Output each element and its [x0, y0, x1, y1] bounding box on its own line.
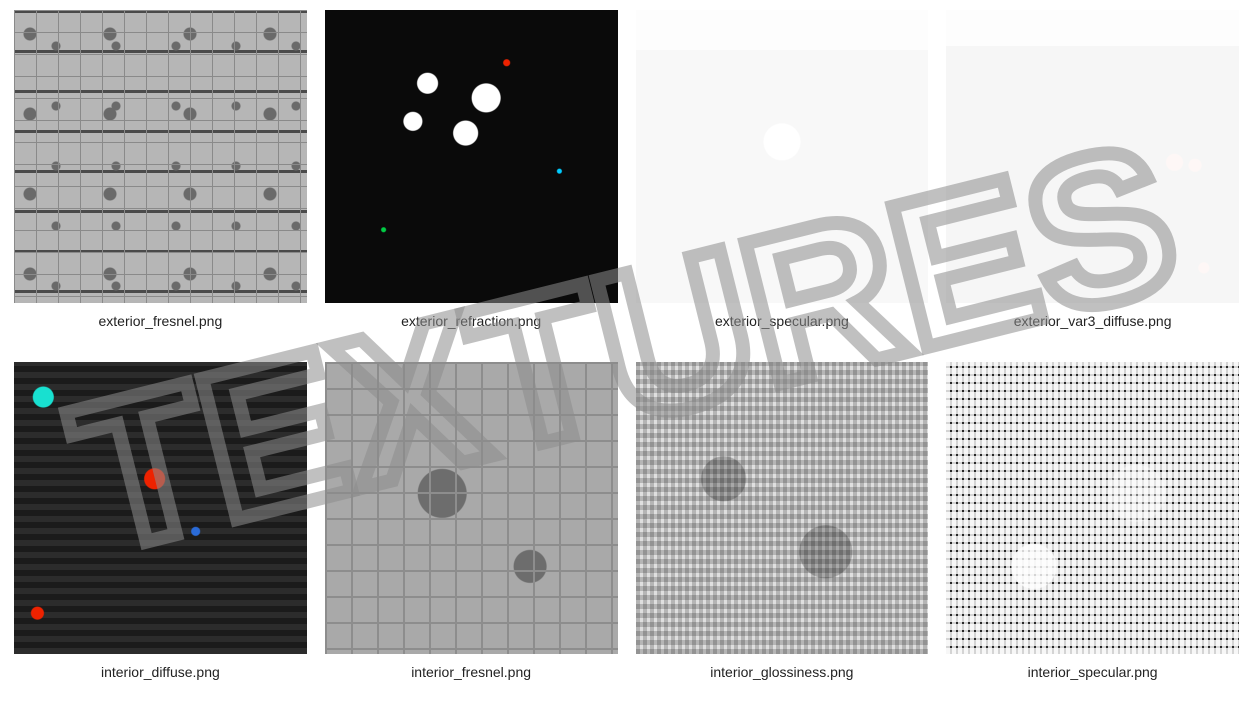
thumbnail-caption: interior_fresnel.png [411, 664, 531, 680]
thumbnail-cell-exterior-var3-diffuse[interactable]: exterior_var3_diffuse.png [946, 10, 1239, 344]
thumbnail-caption: exterior_refraction.png [401, 313, 541, 329]
thumbnail-cell-exterior-fresnel[interactable]: exterior_fresnel.png [14, 10, 307, 344]
thumbnail-cell-interior-glossiness[interactable]: interior_glossiness.png [636, 362, 929, 696]
thumbnail-cell-exterior-specular[interactable]: exterior_specular.png [636, 10, 929, 344]
texture-thumbnail[interactable] [14, 10, 307, 303]
thumbnail-caption: exterior_fresnel.png [99, 313, 223, 329]
thumbnail-grid: exterior_fresnel.png exterior_refraction… [0, 0, 1253, 705]
thumbnail-caption: exterior_specular.png [715, 313, 849, 329]
thumbnail-cell-interior-specular[interactable]: interior_specular.png [946, 362, 1239, 696]
thumbnail-cell-interior-fresnel[interactable]: interior_fresnel.png [325, 362, 618, 696]
thumbnail-caption: exterior_var3_diffuse.png [1014, 313, 1172, 329]
texture-thumbnail[interactable] [636, 362, 929, 655]
texture-thumbnail[interactable] [946, 362, 1239, 655]
texture-thumbnail[interactable] [636, 10, 929, 303]
texture-thumbnail[interactable] [325, 10, 618, 303]
thumbnail-caption: interior_specular.png [1028, 664, 1158, 680]
thumbnail-caption: interior_diffuse.png [101, 664, 220, 680]
texture-thumbnail[interactable] [946, 10, 1239, 303]
texture-thumbnail[interactable] [14, 362, 307, 655]
thumbnail-caption: interior_glossiness.png [710, 664, 853, 680]
texture-thumbnail[interactable] [325, 362, 618, 655]
thumbnail-cell-interior-diffuse[interactable]: interior_diffuse.png [14, 362, 307, 696]
thumbnail-cell-exterior-refraction[interactable]: exterior_refraction.png [325, 10, 618, 344]
